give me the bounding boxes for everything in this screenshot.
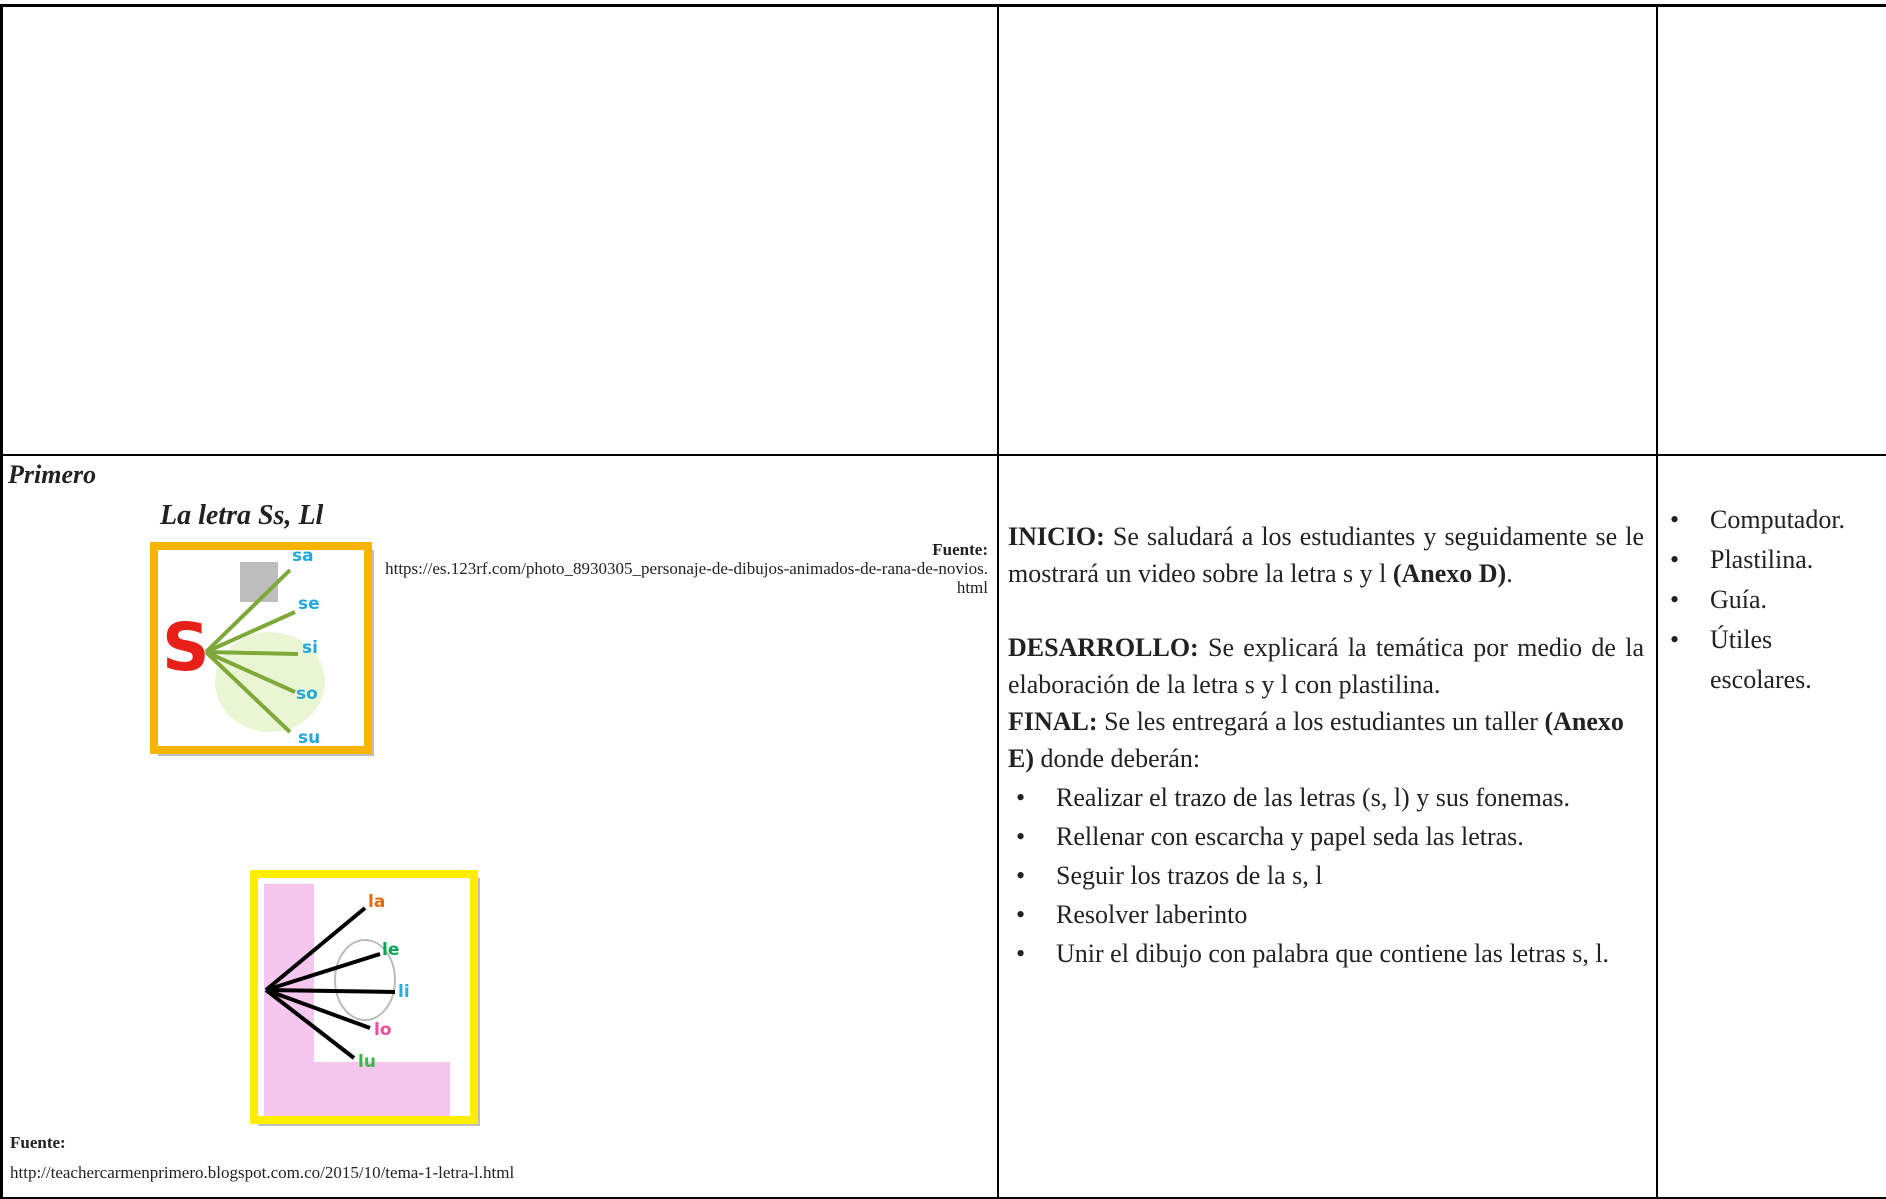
letter-s-image: S sa se si so su — [150, 542, 374, 756]
text: Se saludará a los estudiantes y seguidam… — [1008, 522, 1644, 588]
image-letter: S — [162, 609, 210, 686]
source-caption: Fuente: http://teachercarmenprimero.blog… — [10, 1128, 514, 1188]
materials-list: Computador.Plastilina.Guía.Útiles escola… — [1670, 500, 1880, 700]
inicio: INICIO: Se saludará a los estudiantes y … — [1008, 518, 1644, 592]
syllable: lu — [358, 1052, 376, 1072]
annex: (Anexo D) — [1392, 559, 1507, 588]
arrows — [264, 906, 396, 1060]
character — [334, 939, 396, 1021]
task-item: Unir el dibujo con palabra que contiene … — [1016, 935, 1644, 972]
border-bottom — [0, 1197, 1886, 1199]
grade-title: Primero — [8, 460, 97, 489]
topic-title: La letra Ss, Ll — [160, 500, 324, 531]
material-item: Guía. — [1670, 580, 1880, 620]
arrows — [204, 568, 299, 734]
syllable: so — [296, 684, 318, 704]
text: . — [1506, 559, 1513, 588]
source-url: http://teachercarmenprimero.blogspot.com… — [10, 1163, 515, 1182]
hat — [240, 562, 278, 602]
syllable: la — [368, 892, 385, 912]
annex: (Anexo E) — [1008, 707, 1624, 773]
text: donde deberán: — [1040, 744, 1201, 773]
row-divider — [0, 454, 1886, 456]
syllable: le — [382, 940, 399, 960]
task-item: Realizar el trazo de las letras (s, l) y… — [1016, 779, 1644, 816]
label: INICIO: — [1008, 522, 1105, 551]
syllable: su — [298, 728, 320, 748]
desarrollo: DESARROLLO: Se explicará la temática por… — [1008, 629, 1644, 703]
task-item: Resolver laberinto — [1016, 896, 1644, 933]
column-divider — [1656, 4, 1658, 1199]
source-label: Fuente: — [10, 1133, 66, 1152]
syllable: se — [298, 594, 320, 614]
source-label: Fuente: — [932, 540, 988, 559]
material-item: Computador. — [1670, 500, 1880, 540]
source-caption: Fuente: https://es.123rf.com/photo_89303… — [380, 540, 988, 597]
material-item: Plastilina. — [1670, 540, 1880, 580]
task-list: Realizar el trazo de las letras (s, l) y… — [1008, 779, 1644, 972]
activities: INICIO: Se saludará a los estudiantes y … — [1008, 518, 1644, 972]
syllable: sa — [292, 546, 314, 566]
task-item: Rellenar con escarcha y papel seda las l… — [1016, 818, 1644, 855]
column-divider — [997, 4, 999, 1199]
border-left — [0, 4, 3, 1199]
text: Se les entregará a los estudiantes un ta… — [1104, 707, 1538, 736]
label: DESARROLLO: — [1008, 633, 1199, 662]
material-item: Útiles escolares. — [1670, 620, 1880, 700]
border-top — [0, 4, 1886, 7]
text: Se explicará la temática por medio de la… — [1008, 633, 1644, 699]
label: FINAL: — [1008, 707, 1098, 736]
syllable: lo — [374, 1020, 392, 1040]
letter-l-shape — [264, 884, 450, 1116]
source-url: https://es.123rf.com/photo_8930305_perso… — [385, 559, 988, 597]
syllable: si — [302, 638, 318, 658]
syllable: li — [398, 982, 410, 1002]
task-item: Seguir los trazos de la s, l — [1016, 857, 1644, 894]
final: FINAL: Se les entregará a los estudiante… — [1008, 703, 1644, 777]
